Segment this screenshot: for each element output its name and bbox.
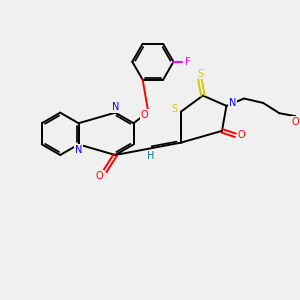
Text: S: S: [171, 104, 177, 114]
Text: S: S: [197, 68, 203, 79]
Text: F: F: [185, 57, 191, 67]
Text: N: N: [229, 98, 237, 108]
Text: N: N: [112, 102, 119, 112]
Text: N: N: [75, 145, 82, 155]
Text: O: O: [141, 110, 148, 120]
Text: O: O: [292, 117, 299, 127]
Text: H: H: [147, 151, 155, 161]
Text: O: O: [96, 171, 104, 181]
Text: O: O: [237, 130, 245, 140]
